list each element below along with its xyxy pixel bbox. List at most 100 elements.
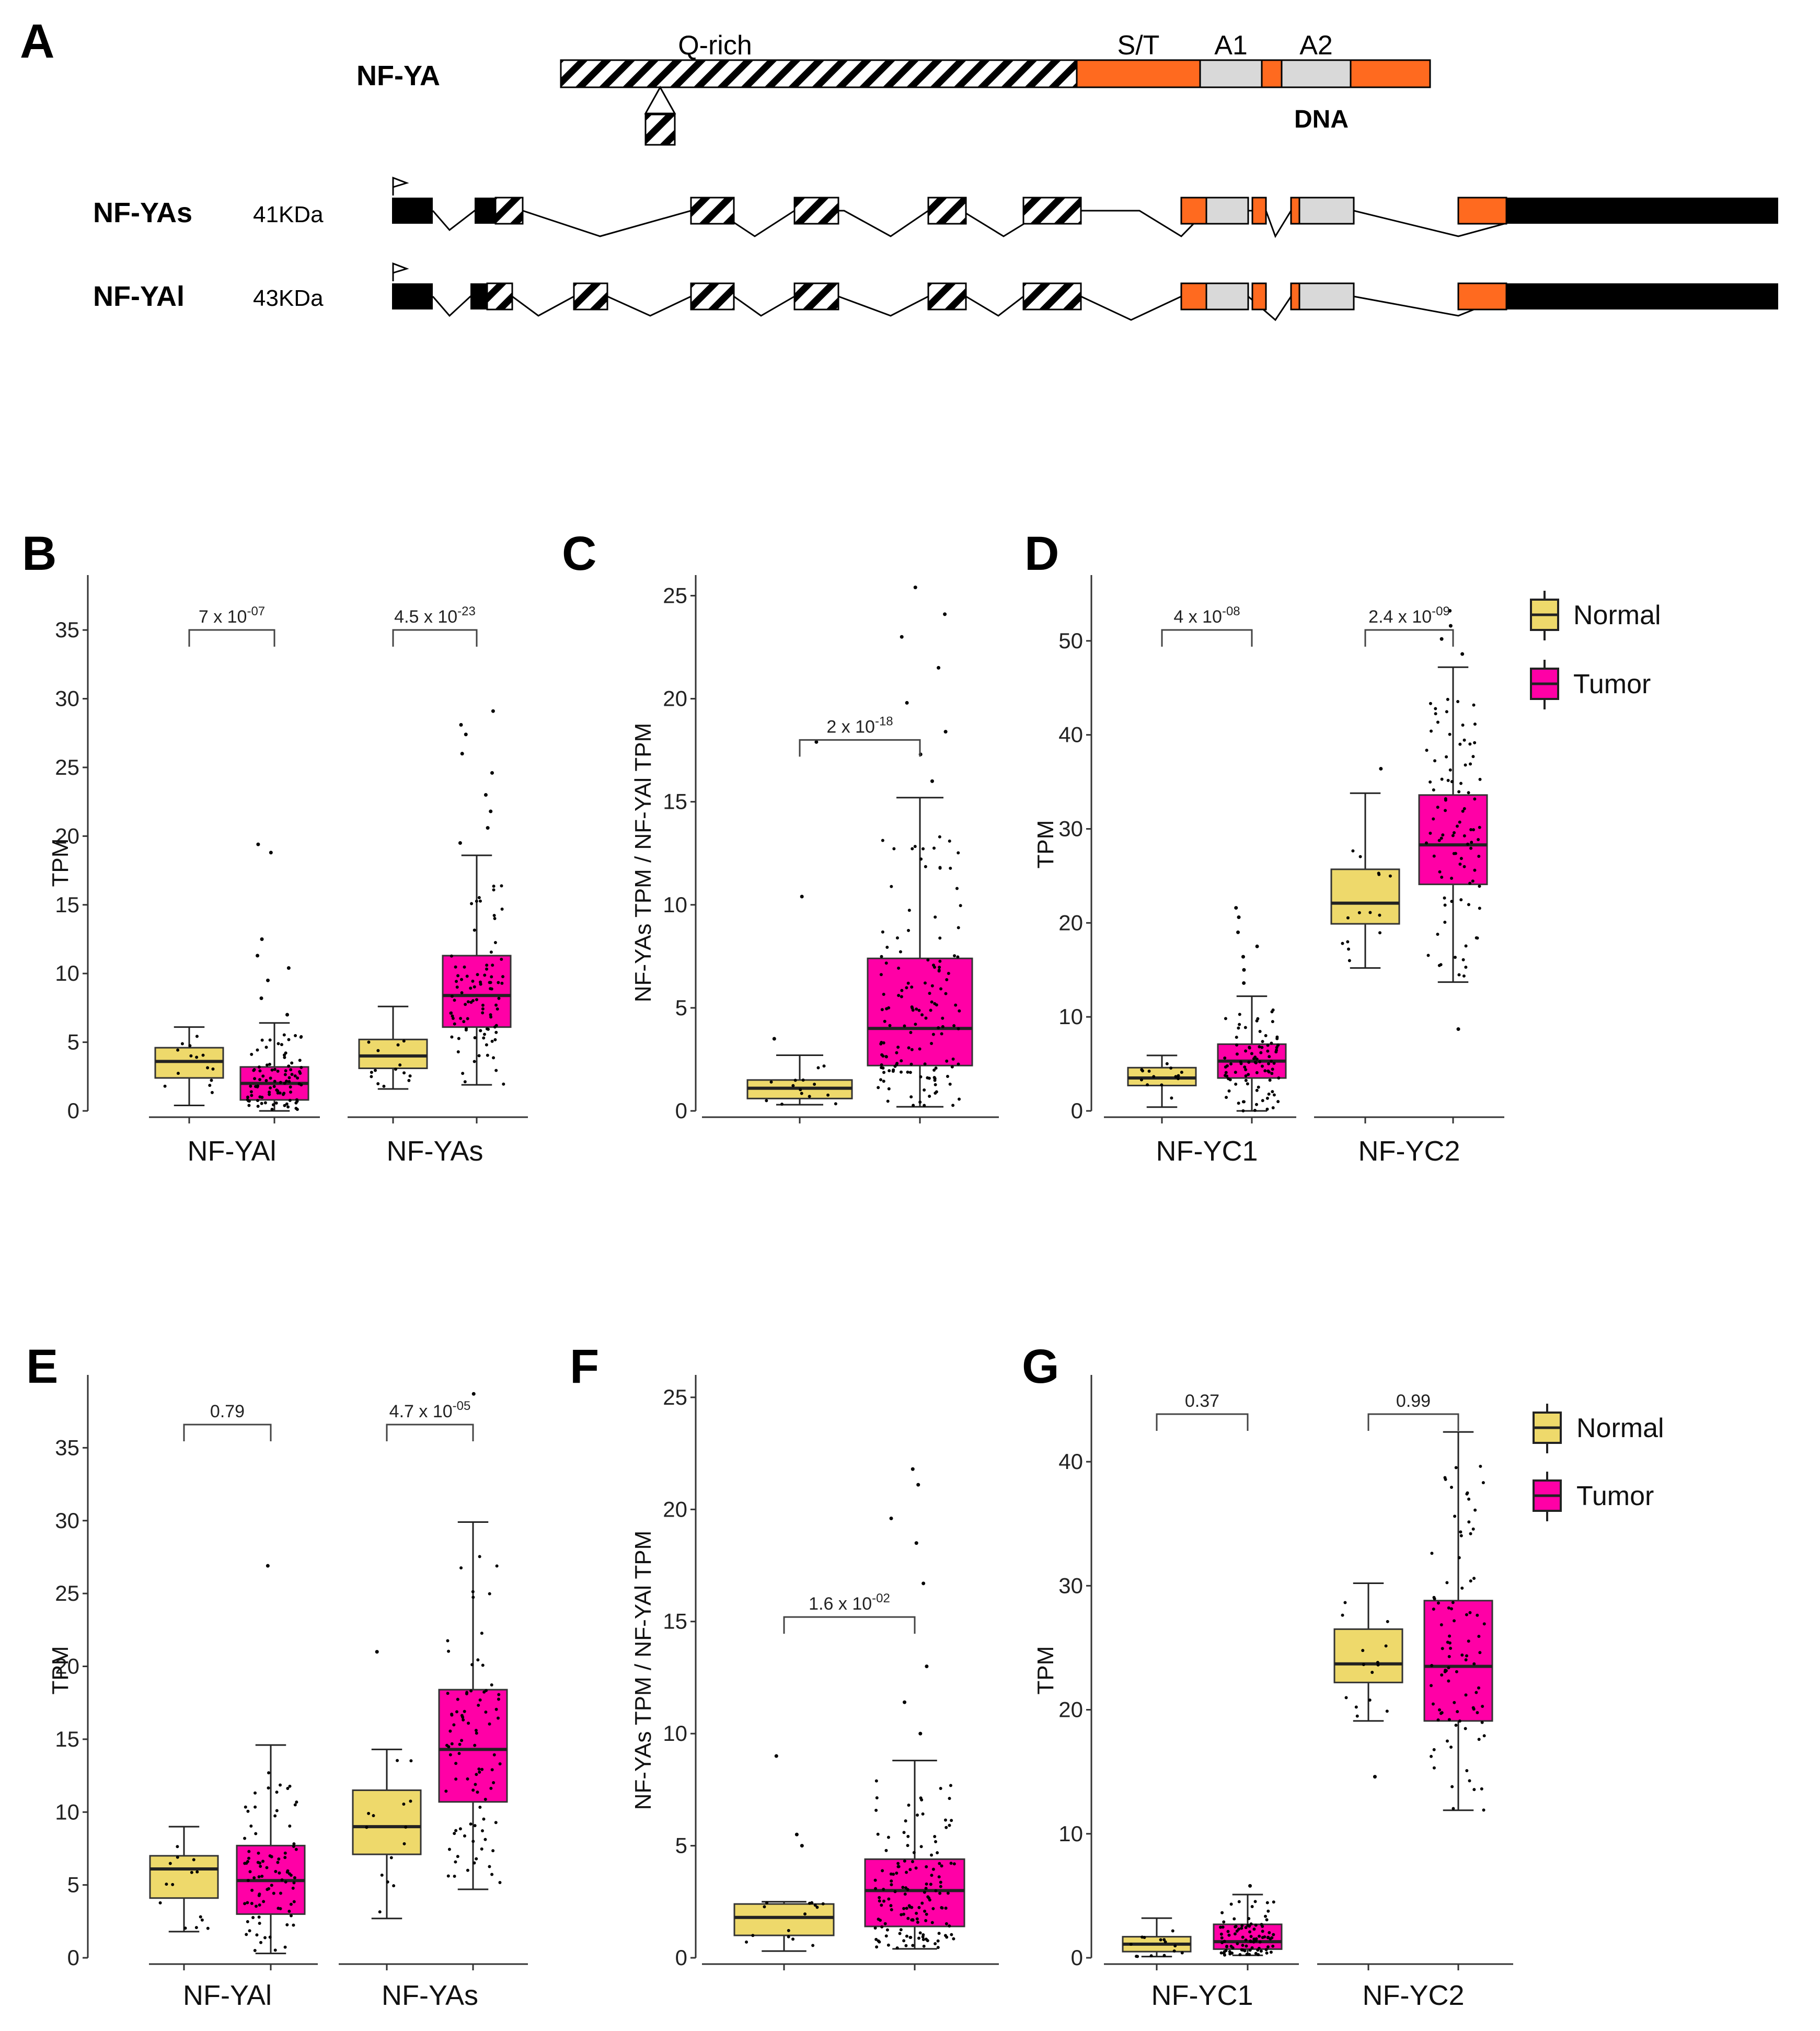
tumor-point	[951, 1104, 955, 1107]
tumor-point	[904, 1886, 908, 1890]
tumor-outlier	[259, 996, 263, 1000]
tumor-point	[282, 1033, 286, 1037]
tumor-point	[288, 1098, 292, 1102]
tumor-point	[485, 967, 489, 971]
tumor-point	[276, 1069, 280, 1073]
tumor-point	[934, 1092, 937, 1095]
isoform-s-exon-7a	[1180, 197, 1207, 225]
normal-point	[194, 1926, 198, 1930]
tumor-point	[257, 1065, 261, 1069]
tumor-point	[483, 1838, 487, 1841]
tumor-point	[473, 1743, 477, 1747]
tumor-point	[289, 1068, 293, 1072]
tumor-outlier	[471, 1392, 476, 1396]
normal-point	[208, 1084, 212, 1087]
tumor-point	[1459, 898, 1463, 902]
tumor-point	[265, 1866, 269, 1869]
normal-point	[1171, 1929, 1174, 1933]
tumor-point	[473, 1036, 477, 1039]
tumor-point	[938, 1891, 942, 1895]
tumor-point	[1462, 865, 1466, 868]
tumor-point	[475, 1773, 478, 1776]
tumor-point	[1237, 1900, 1241, 1903]
normal-point	[1351, 849, 1355, 853]
tumor-point	[880, 955, 883, 958]
tumor-point	[1446, 697, 1449, 701]
chart-b: 0 5 10 15 20 25 30 35 TPM 7 x 10-07 NF-YAl 4.5 x 10…	[48, 575, 528, 1167]
isoform-l-name: NF-YAl	[93, 281, 185, 312]
tumor-point	[1432, 1748, 1436, 1751]
tumor-point	[246, 1095, 249, 1099]
tumor-point	[930, 1921, 934, 1924]
tumor-point	[882, 1888, 885, 1891]
normal-point	[822, 1064, 826, 1068]
tumor-point	[887, 1087, 891, 1091]
normal-point	[1162, 1938, 1166, 1942]
tumor-point	[1258, 1940, 1262, 1944]
tumor-point	[447, 1649, 451, 1653]
tumor-point	[252, 1068, 256, 1072]
tumor-point	[878, 1899, 881, 1903]
tumor-point	[489, 950, 493, 954]
tumor-point	[941, 1025, 944, 1028]
tumor-point	[1248, 1046, 1251, 1050]
tumor-point	[243, 1862, 247, 1865]
tumor-point	[1456, 1710, 1459, 1714]
tumor-point	[287, 1076, 291, 1080]
tumor-point	[939, 1885, 942, 1888]
tumor-point	[482, 1817, 486, 1821]
tumor-point	[898, 1932, 902, 1935]
tumor-point	[918, 1931, 922, 1935]
tumor-point	[925, 1912, 928, 1916]
normal-point	[1346, 916, 1350, 920]
normal-point	[365, 1826, 368, 1829]
tumor-point	[1449, 1646, 1453, 1650]
tumor-point	[879, 973, 883, 977]
normal-box	[733, 1903, 835, 1936]
tumor-point	[890, 885, 893, 888]
tumor-point	[1240, 1924, 1244, 1927]
tumor-point	[1224, 1065, 1227, 1069]
tumor-point	[1482, 1734, 1486, 1738]
tumor-point	[883, 1922, 887, 1925]
tumor-point	[476, 973, 479, 977]
tumor-point	[904, 1944, 908, 1947]
tumor-point	[923, 981, 927, 985]
x-category-label: NF-YC2	[1358, 1135, 1460, 1167]
tumor-point	[448, 1729, 452, 1733]
tumor-point	[880, 1008, 884, 1012]
y-tick-label: 40	[1058, 722, 1083, 747]
tumor-point	[1477, 1686, 1481, 1690]
tumor-point	[259, 1865, 262, 1868]
tumor-point	[1443, 1670, 1447, 1673]
tumor-point	[948, 1082, 952, 1086]
tumor-point	[287, 1872, 291, 1876]
normal-point	[1358, 855, 1362, 858]
tumor-point	[1468, 881, 1472, 885]
normal-point	[195, 1055, 199, 1059]
y-tick-label: 0	[1071, 1945, 1083, 1970]
tumor-point	[476, 1658, 480, 1662]
normal-point	[813, 1083, 816, 1086]
tumor-point	[1448, 1634, 1452, 1638]
tumor-point	[1478, 777, 1482, 781]
tumor-point	[247, 1104, 251, 1107]
tumor-point	[458, 1827, 462, 1831]
significance-bracket	[392, 629, 478, 647]
tumor-point	[1234, 1924, 1238, 1928]
tumor-point	[1445, 710, 1448, 714]
tumor-point	[1248, 1948, 1252, 1952]
tumor-point	[1257, 1946, 1261, 1950]
tumor-point	[918, 1047, 921, 1051]
normal-point	[1164, 1940, 1167, 1944]
tumor-point	[1467, 791, 1470, 795]
normal-point	[195, 1035, 199, 1038]
p-value-exponent: -05	[453, 1399, 471, 1413]
tumor-point	[1454, 852, 1457, 855]
normal-point	[176, 1048, 180, 1052]
tumor-point	[260, 1874, 264, 1878]
normal-point	[763, 1905, 766, 1909]
tumor-point	[1459, 782, 1463, 785]
isoform-l-exon-6	[1022, 282, 1082, 311]
tumor-point	[273, 1948, 277, 1952]
